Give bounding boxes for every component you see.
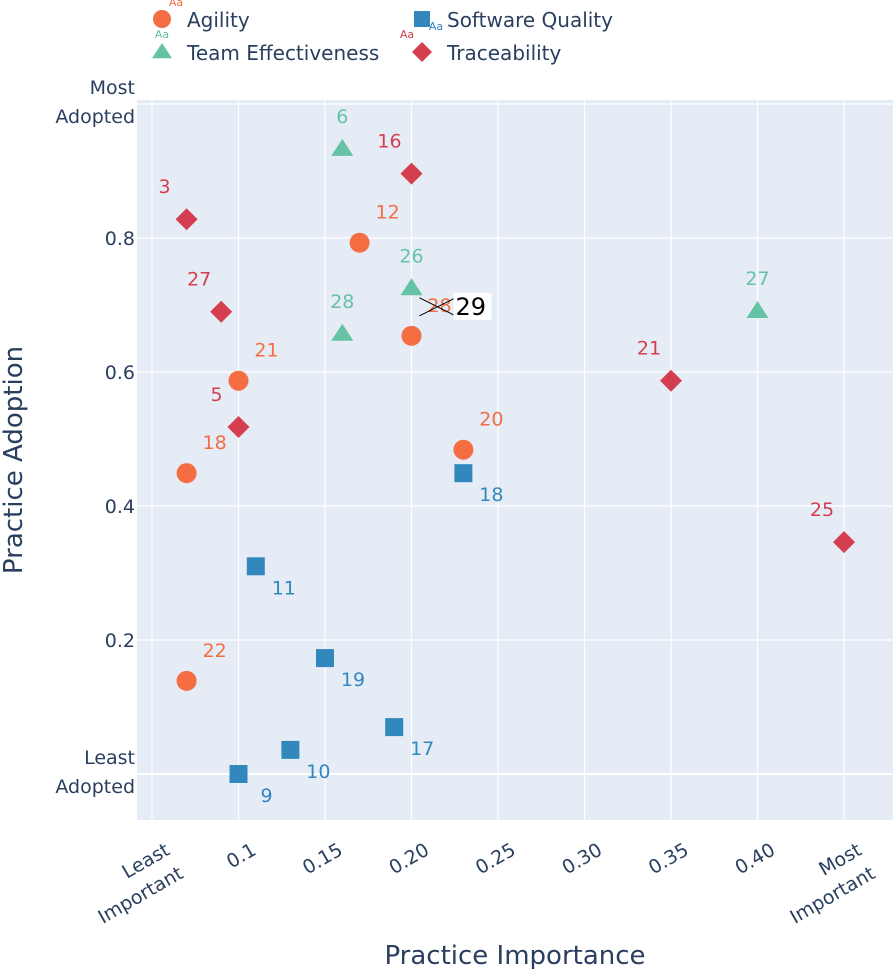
x-tick-label: MostImportant — [773, 839, 879, 929]
legend-label: Team Effectiveness — [186, 41, 379, 65]
circle-marker — [453, 439, 474, 460]
gridlines — [137, 100, 893, 820]
square-marker — [229, 765, 248, 783]
plot-background — [137, 100, 893, 820]
data-label: 19 — [341, 669, 365, 691]
circle-marker — [176, 463, 197, 484]
circle-marker — [401, 325, 422, 346]
series-team-effectiveness: 6 26 28 27 — [330, 106, 770, 341]
y-axis-title: Practice Adoption — [0, 346, 29, 574]
data-label: 12 — [376, 202, 400, 224]
data-label: 6 — [336, 106, 348, 128]
triangle-marker — [331, 138, 354, 156]
legend-badge: Aa — [400, 28, 414, 41]
data-label: 16 — [377, 131, 401, 153]
legend-label: Traceability — [446, 41, 562, 65]
triangle-marker — [746, 301, 769, 319]
edited-label: 29 — [456, 293, 487, 321]
y-tick-label: 0.6 — [105, 362, 135, 384]
x-tick-label-line: 0.25 — [472, 839, 520, 879]
x-tick-labels: LeastImportant 0.1 0.15 0.20 0.25 0.30 0.35 0.4… — [81, 839, 879, 929]
x-tick-label-line: 0.20 — [385, 839, 433, 879]
y-tick-label: 0.2 — [105, 630, 135, 652]
square-marker — [316, 649, 334, 668]
circle-marker — [176, 670, 197, 691]
diamond-marker — [660, 369, 682, 392]
data-label: 28 — [330, 291, 354, 313]
legend-label: Software Quality — [447, 8, 613, 32]
square-marker — [246, 557, 265, 576]
legend-label: Agility — [187, 8, 250, 32]
x-tick-label: 0.15 — [299, 839, 347, 879]
label-edit-box — [453, 292, 492, 320]
series-traceability: 3 16 27 5 21 25 — [159, 131, 855, 554]
x-tick-label: 0.1 — [223, 839, 260, 873]
x-axis-title: Practice Importance — [384, 941, 645, 969]
circle-marker — [153, 10, 171, 28]
diamond-marker — [412, 42, 432, 62]
data-label: 27 — [187, 269, 211, 291]
square-marker — [281, 740, 300, 759]
y-tick-label: Adopted — [55, 776, 135, 798]
x-tick-label-line: 0.35 — [645, 839, 693, 879]
legend-badge: Aa — [155, 28, 169, 41]
data-label: 25 — [810, 499, 834, 521]
legend-badge: Aa — [429, 20, 443, 33]
legend-item-agility[interactable]: Aa Agility — [153, 0, 250, 32]
y-tick-label: 0.8 — [105, 228, 135, 250]
x-tick-label: LeastImportant — [81, 839, 187, 929]
legend-item-traceability[interactable]: Aa Traceability — [400, 28, 562, 65]
data-label: 27 — [745, 268, 769, 290]
legend-badge: Aa — [169, 0, 183, 9]
y-tick-label: Adopted — [55, 106, 135, 128]
circle-marker — [349, 232, 370, 253]
legend[interactable]: Aa Agility Aa Software Quality Aa Team Effect… — [152, 0, 613, 65]
diamond-marker — [400, 162, 423, 185]
y-tick-label: Most — [90, 77, 135, 99]
data-label: 10 — [306, 761, 330, 783]
data-label: 18 — [479, 484, 503, 506]
data-label: 9 — [260, 785, 272, 807]
diamond-marker — [175, 208, 198, 231]
triangle-marker — [331, 323, 354, 341]
diamond-marker — [833, 531, 855, 554]
x-tick-label-line: 0.40 — [731, 839, 779, 879]
data-label: 21 — [637, 338, 661, 360]
data-label: 17 — [410, 738, 434, 760]
square-marker — [454, 464, 473, 483]
x-tick-label: 0.20 — [385, 839, 433, 879]
square-marker — [385, 718, 404, 737]
data-label: 5 — [210, 384, 222, 406]
y-tick-label: 0.4 — [105, 496, 135, 518]
triangle-marker — [400, 278, 423, 296]
data-label: 20 — [479, 409, 503, 431]
data-label: 26 — [399, 245, 423, 267]
x-tick-label-line: 0.15 — [299, 839, 347, 879]
series-agility: 18 22 21 12 28 29 20 — [176, 202, 503, 691]
data-label: 21 — [254, 340, 278, 362]
data-points: 1822211228292018111917109626282731627521… — [159, 106, 855, 807]
x-tick-label-line: 0.30 — [558, 839, 606, 879]
strike-line — [419, 297, 456, 317]
x-tick-label: 0.35 — [645, 839, 693, 879]
square-marker — [414, 11, 430, 27]
circle-marker — [228, 370, 249, 391]
legend-item-software-quality[interactable]: Aa Software Quality — [414, 8, 613, 33]
diamond-marker — [227, 415, 250, 438]
x-tick-label: 0.30 — [558, 839, 606, 879]
data-label: 11 — [272, 577, 296, 599]
data-label: 22 — [203, 640, 227, 662]
data-label: 3 — [159, 176, 171, 198]
y-tick-label: Least — [84, 747, 135, 769]
x-tick-label: 0.40 — [731, 839, 779, 879]
x-tick-label: 0.25 — [472, 839, 520, 879]
legend-item-team-effectiveness[interactable]: Aa Team Effectiveness — [152, 28, 379, 65]
diamond-marker — [210, 300, 233, 323]
series-software-quality: 18 11 19 17 10 9 — [229, 464, 503, 807]
triangle-marker — [152, 43, 172, 59]
x-tick-label-line: 0.1 — [223, 839, 260, 873]
data-label: 18 — [203, 432, 227, 454]
y-tick-labels: Least Adopted 0.2 0.4 0.6 0.8 Most Adopted — [55, 77, 135, 798]
